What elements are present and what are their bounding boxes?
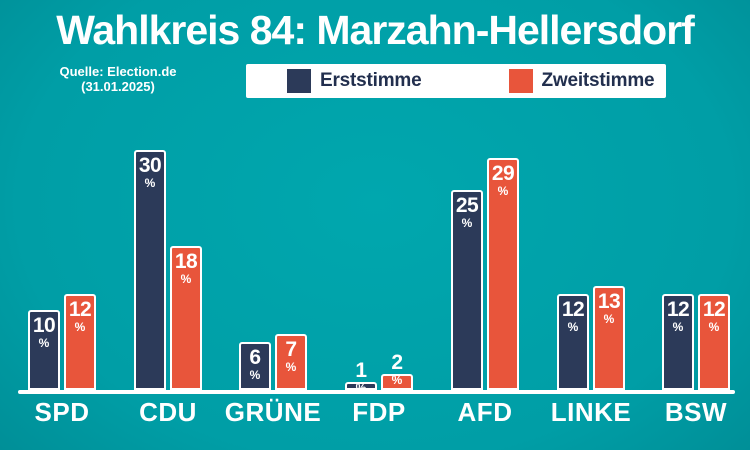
bar-pair: 6% 7% [239, 334, 307, 390]
bar-pair: 10% 12% [28, 294, 96, 390]
bar-zweitstimme-spd: 12% [64, 294, 96, 390]
category-label-grune: GRÜNE [224, 397, 322, 427]
bar-value-label: 25% [455, 194, 479, 230]
bar-value-label: 6% [249, 346, 261, 382]
bar-pair: 12% 12% [662, 294, 730, 390]
bar-group-bsw: 12% 12% BSW [643, 0, 749, 450]
bar-value-label: 12% [68, 298, 92, 334]
bar-erststimme-fdp: 1% [345, 360, 377, 394]
bar-erststimme-bsw: 12% [662, 294, 694, 390]
legend-swatch-erststimme [287, 69, 311, 93]
bar-erststimme-linke: 12% [557, 294, 589, 390]
bar-pair: 25% 29% [451, 158, 519, 390]
bar-erststimme-cdu: 30% [134, 150, 166, 390]
source-line2: (31.01.2025) [81, 79, 155, 95]
bar-zweitstimme-grune: 7% [275, 334, 307, 390]
bar-erststimme-spd: 10% [28, 310, 60, 390]
bar-value-label: 1% [355, 359, 367, 395]
legend-item-zweitstimme: Zweitstimme [508, 69, 655, 93]
bar-value-label: 12% [666, 298, 690, 334]
page-title: Wahlkreis 84: Marzahn-Hellersdorf [56, 7, 695, 53]
bar-group-cdu: 30% 18% CDU [115, 0, 221, 450]
x-axis-line [18, 390, 735, 394]
bar-value-label: 12% [702, 298, 726, 334]
category-label-afd: AFD [457, 397, 513, 427]
bar-value-label: 13% [597, 290, 621, 326]
bar-group-spd: 10% 12% SPD [9, 0, 115, 450]
bar-zweitstimme-linke: 13% [593, 286, 625, 390]
bar-erststimme-grune: 6% [239, 342, 271, 390]
category-label-bsw: BSW [664, 397, 728, 427]
bar-group-fdp: 1% 2% FDP [326, 0, 432, 450]
category-label-fdp: FDP [352, 397, 406, 427]
legend: Erststimme Zweitstimme [246, 64, 666, 98]
bar-value-label: 29% [491, 162, 515, 198]
legend-item-erststimme: Erststimme [287, 69, 422, 93]
bar-pair: 1% 2% [345, 352, 413, 394]
bar-value-label: 2% [391, 351, 403, 387]
category-label-linke: LINKE [550, 397, 632, 427]
bar-value-label: 30% [138, 154, 162, 190]
bar-group-grune: 6% 7% GRÜNE [220, 0, 326, 450]
legend-swatch-zweitstimme [508, 69, 533, 93]
bar-value-label: 10% [32, 314, 56, 350]
bar-value-label: 7% [285, 338, 297, 374]
bar-zweitstimme-fdp: 2% [381, 352, 413, 390]
bar-zweitstimme-bsw: 12% [698, 294, 730, 390]
bar-value-label: 12% [561, 298, 585, 334]
bar-pair: 12% 13% [557, 286, 625, 390]
bar-zweitstimme-afd: 29% [487, 158, 519, 390]
bar-value-label: 18% [174, 250, 198, 286]
bar-zweitstimme-cdu: 18% [170, 246, 202, 390]
bar-group-linke: 12% 13% LINKE [538, 0, 644, 450]
category-label-cdu: CDU [139, 397, 197, 427]
bar-group-afd: 25% 29% AFD [432, 0, 538, 450]
legend-label-erststimme: Erststimme [320, 70, 422, 91]
legend-label-zweitstimme: Zweitstimme [541, 70, 655, 91]
source-note: Quelle: Election.de (31.01.2025) [48, 64, 188, 95]
bar-erststimme-afd: 25% [451, 190, 483, 390]
bar-pair: 30% 18% [134, 150, 202, 390]
source-line1: Quelle: Election.de [59, 64, 177, 79]
category-label-spd: SPD [34, 397, 90, 427]
